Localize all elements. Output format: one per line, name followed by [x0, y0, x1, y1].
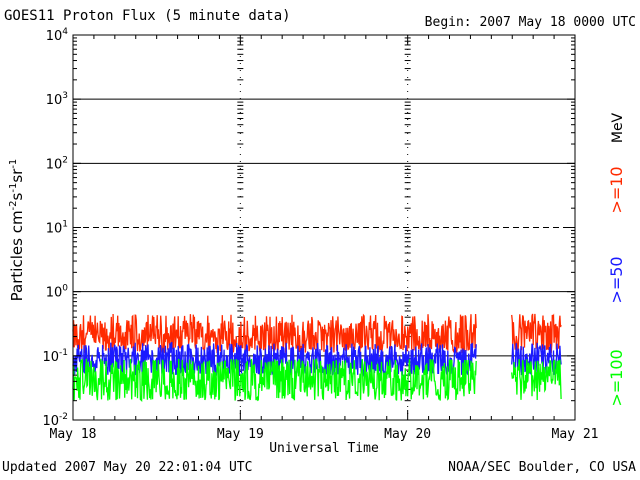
legend-label: >=50 — [607, 256, 626, 303]
plot-grid — [73, 35, 575, 420]
credit-label: NOAA/SEC Boulder, CO USA — [448, 460, 636, 475]
y-tick-label: 104 — [46, 27, 69, 44]
x-tick-label: May 19 — [217, 427, 264, 442]
y-tick-label: 10-2 — [42, 412, 68, 429]
x-tick-labels: May 18 May 19 May 20 May 21 — [50, 427, 599, 442]
chart-title: GOES11 Proton Flux (5 minute data) — [4, 8, 291, 24]
series-line — [72, 357, 562, 403]
y-axis-label: Particles cm-2s-1sr-1 — [8, 159, 26, 302]
legend-label: >=10 — [607, 166, 626, 213]
legend-label: >=100 — [607, 349, 626, 406]
legend: >=10 >=50 >=100 MeV — [607, 112, 626, 406]
axis-ticks — [72, 35, 576, 421]
x-tick-label: May 20 — [384, 427, 431, 442]
y-tick-label: 101 — [46, 220, 68, 237]
y-tick-label: 103 — [46, 91, 68, 108]
y-tick-label: 102 — [46, 155, 68, 172]
updated-timestamp: Updated 2007 May 20 22:01:04 UTC — [2, 460, 253, 475]
plot-series — [72, 313, 562, 403]
x-tick-label: May 21 — [552, 427, 599, 442]
begin-time-label: Begin: 2007 May 18 0000 UTC — [424, 15, 636, 30]
x-tick-label: May 18 — [50, 427, 97, 442]
y-tick-label: 100 — [46, 284, 69, 301]
unit-label: MeV — [610, 112, 626, 143]
x-axis-label: Universal Time — [269, 441, 379, 456]
y-tick-label: 10-1 — [42, 348, 68, 365]
y-tick-labels: 10-2 10-1 100 101 102 103 104 — [42, 27, 68, 429]
